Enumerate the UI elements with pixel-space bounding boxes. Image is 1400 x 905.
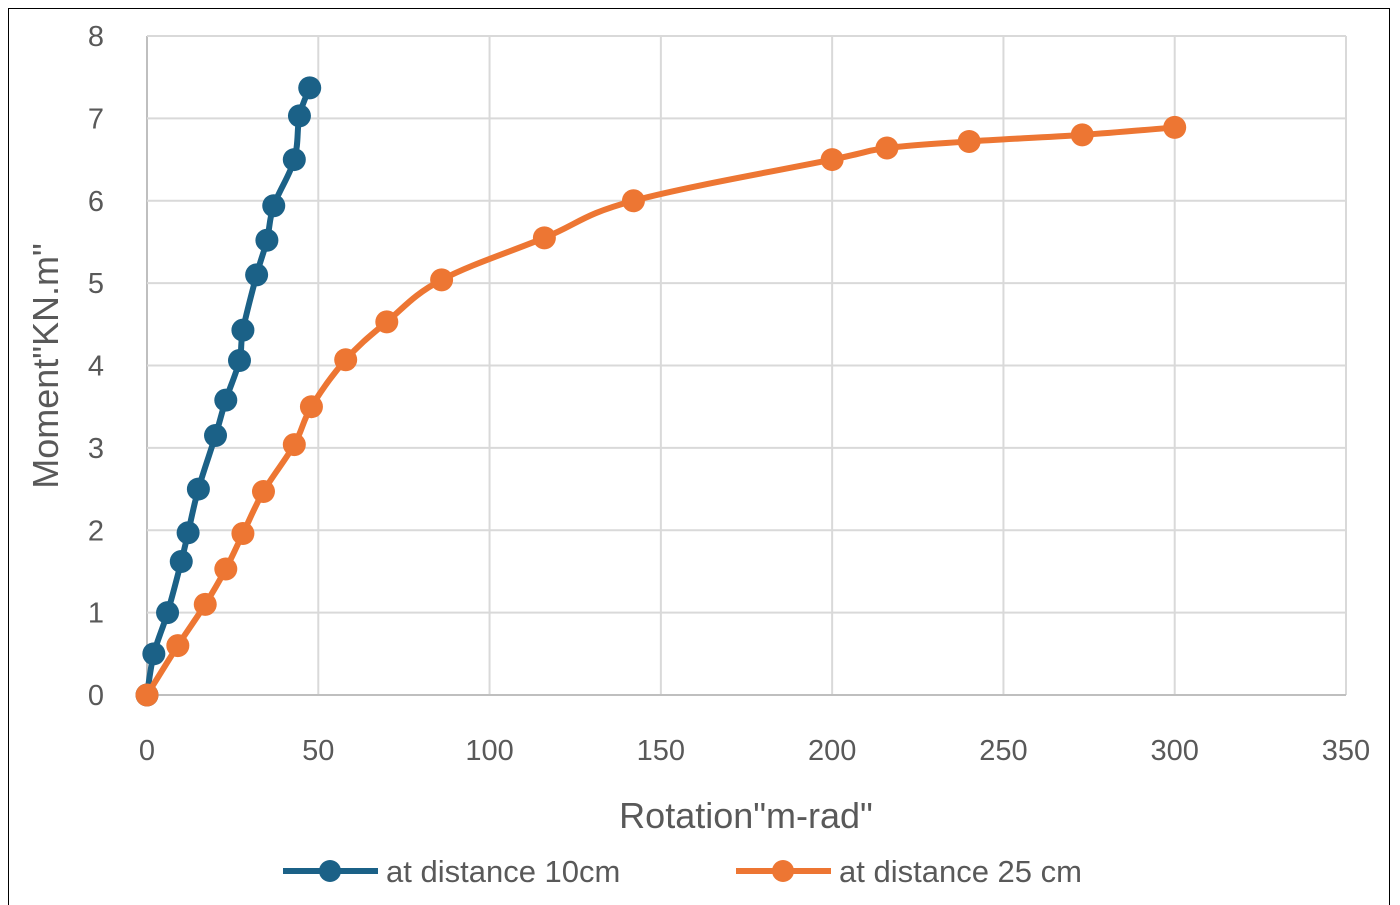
data-point-series-1 (262, 194, 286, 218)
data-point-series-2 (231, 522, 255, 546)
data-point-series-2 (532, 226, 556, 250)
series-layer (135, 76, 1187, 707)
data-point-series-2 (135, 683, 159, 707)
y-tick-label: 8 (88, 21, 104, 53)
data-point-series-2 (957, 129, 981, 153)
x-tick-label: 250 (979, 735, 1027, 767)
x-tick-label: 150 (637, 735, 685, 767)
data-point-series-1 (214, 388, 238, 412)
data-point-series-1 (186, 477, 210, 501)
y-axis-title: Moment"KN.m" (25, 243, 66, 489)
data-point-series-2 (193, 592, 217, 616)
data-point-series-1 (282, 148, 306, 172)
y-tick-label: 6 (88, 186, 104, 218)
data-point-series-1 (245, 263, 269, 287)
data-point-series-2 (282, 433, 306, 457)
data-point-series-2 (875, 136, 899, 160)
data-point-series-2 (820, 148, 844, 172)
legend-label-series-2: at distance 25 cm (839, 854, 1082, 889)
data-point-series-2 (1070, 123, 1094, 147)
data-point-series-2 (166, 634, 190, 658)
legend: at distance 10cm at distance 25 cm (283, 854, 1082, 889)
data-point-series-2 (375, 310, 399, 334)
x-tick-label: 50 (302, 735, 334, 767)
x-axis-ticks: 0 50 100 150 200 250 300 350 (139, 735, 1370, 767)
data-point-series-2 (1163, 115, 1187, 139)
x-tick-label: 300 (1151, 735, 1199, 767)
y-tick-label: 4 (88, 351, 104, 383)
x-axis-title: Rotation"m-rad" (619, 795, 873, 836)
y-axis-ticks: 0 1 2 3 4 5 6 7 8 (88, 21, 104, 712)
y-tick-label: 0 (88, 680, 104, 712)
y-tick-label: 2 (88, 515, 104, 547)
data-point-series-1 (169, 550, 193, 574)
legend-marker-series-1 (319, 860, 341, 882)
legend-label-series-1: at distance 10cm (386, 854, 620, 889)
data-point-series-2 (214, 557, 238, 581)
chart-frame (8, 8, 1390, 905)
y-tick-label: 7 (88, 103, 104, 135)
x-tick-label: 350 (1322, 735, 1370, 767)
data-point-series-2 (299, 395, 323, 419)
data-point-series-1 (227, 349, 251, 373)
x-tick-label: 100 (465, 735, 513, 767)
data-point-series-2 (334, 348, 358, 372)
y-tick-label: 5 (88, 268, 104, 300)
data-point-series-1 (156, 601, 180, 625)
legend-item-series-1: at distance 10cm (283, 854, 620, 889)
data-point-series-1 (287, 104, 311, 128)
y-tick-label: 3 (88, 433, 104, 465)
x-tick-label: 200 (808, 735, 856, 767)
data-point-series-1 (204, 424, 228, 448)
grid-lines (146, 35, 1347, 696)
data-point-series-2 (430, 268, 454, 292)
legend-item-series-2: at distance 25 cm (736, 854, 1082, 889)
legend-marker-series-2 (772, 860, 794, 882)
data-point-series-2 (621, 189, 645, 213)
data-point-series-1 (176, 521, 200, 545)
data-point-series-1 (298, 76, 322, 100)
series-line-1 (144, 84, 313, 698)
data-point-series-1 (231, 318, 255, 342)
data-point-series-2 (251, 480, 275, 504)
y-tick-label: 1 (88, 598, 104, 630)
x-tick-label: 0 (139, 735, 155, 767)
data-point-series-1 (142, 642, 166, 666)
data-point-series-1 (255, 228, 279, 252)
